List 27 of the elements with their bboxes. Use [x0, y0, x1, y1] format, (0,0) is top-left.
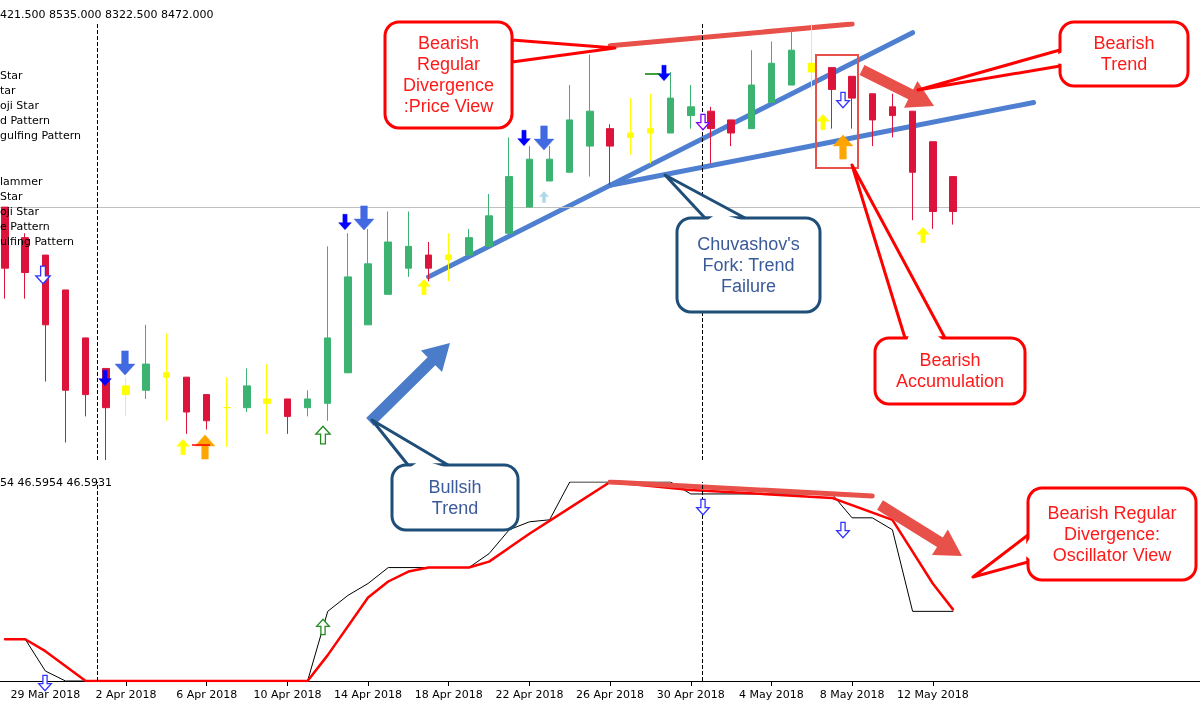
- x-tick-label: 26 Apr 2018: [576, 688, 645, 701]
- annotation: Chuvashov's Fork: Trend Failure: [677, 218, 820, 312]
- x-tick-label: 30 Apr 2018: [656, 688, 725, 701]
- annotation: Bullsih Trend: [392, 465, 518, 530]
- x-tick-label: 29 Mar 2018: [10, 688, 81, 701]
- annotation: Bearish Regular Divergence: Oscillator View: [1028, 488, 1196, 580]
- x-tick-label: 14 Apr 2018: [334, 688, 403, 701]
- annotation: Bearish Trend: [1060, 22, 1188, 86]
- x-tick-label: 22 Apr 2018: [495, 688, 564, 701]
- annotation: gulfing Pattern: [0, 129, 81, 143]
- annotation: Bearish Accumulation: [875, 338, 1025, 404]
- text: 421.500 8535.000 8322.500 8472.000: [0, 8, 214, 22]
- x-tick-label: 12 May 2018: [896, 688, 969, 701]
- annotation: d Pattern: [0, 114, 51, 128]
- x-tick-label: 10 Apr 2018: [253, 688, 322, 701]
- annotation: tar: [0, 84, 16, 98]
- annotation: 54 46.5954 46.5931: [0, 476, 112, 490]
- x-tick-label: 18 Apr 2018: [414, 688, 483, 701]
- annotation: oji Star: [0, 99, 39, 113]
- annotation: lammer: [0, 175, 43, 189]
- annotation: Bearish Regular Divergence :Price View: [385, 22, 512, 128]
- x-tick-label: 2 Apr 2018: [95, 688, 157, 701]
- annotation: Star: [0, 69, 23, 83]
- x-tick-label: 6 Apr 2018: [176, 688, 238, 701]
- x-tick-label: 8 May 2018: [819, 688, 885, 701]
- x-tick-label: 4 May 2018: [739, 688, 804, 701]
- annotation: Star: [0, 190, 23, 204]
